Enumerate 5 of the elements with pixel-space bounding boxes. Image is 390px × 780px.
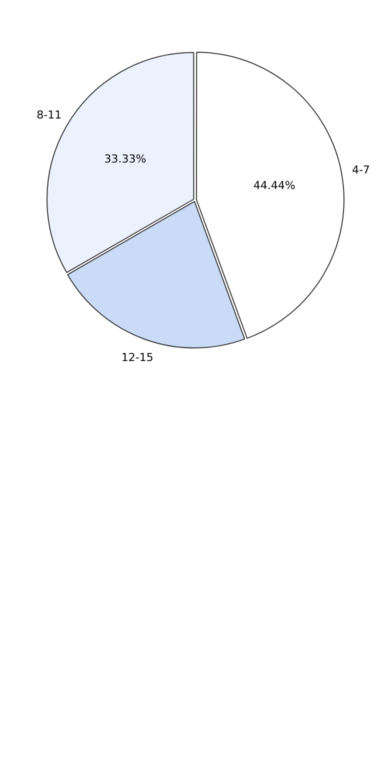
data-label: 44.44%: [253, 178, 296, 192]
data-label: 33.33%: [104, 152, 146, 166]
slice-label: 12-15: [121, 351, 154, 364]
slice-label: 4-7: [352, 164, 370, 177]
slice-label: 8-11: [36, 108, 62, 122]
